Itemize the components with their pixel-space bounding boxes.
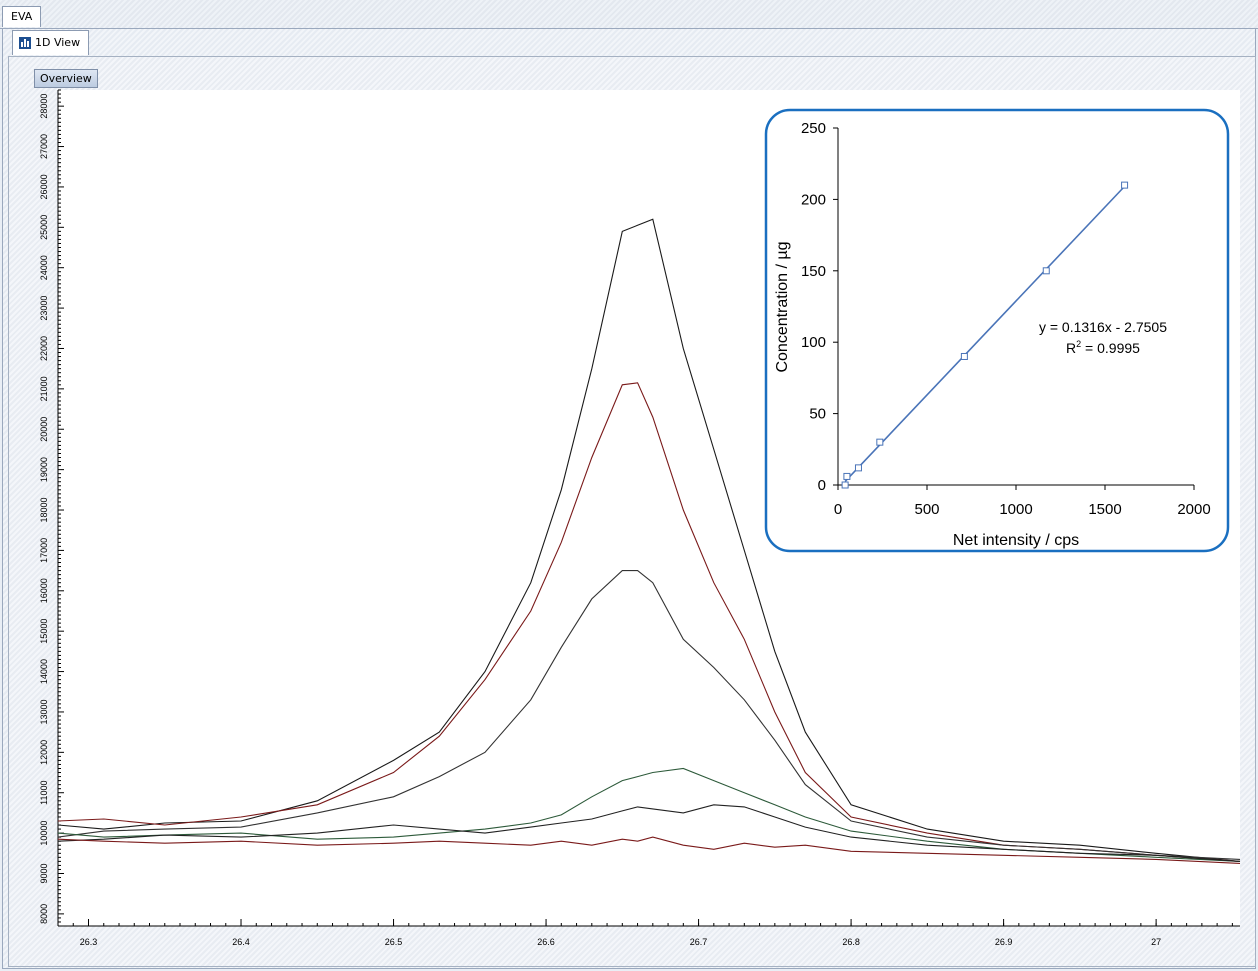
inset-y-tick-label: 200 <box>801 191 826 208</box>
y-tick-label: 18000 <box>39 498 49 523</box>
spectrum-trace <box>57 804 1241 862</box>
calibration-point <box>960 352 968 360</box>
inset-x-tick-label: 1000 <box>999 501 1032 518</box>
inset-x-tick-label: 500 <box>914 501 939 518</box>
chart-view-icon <box>19 37 31 49</box>
r-squared-label: R2 = 0.9995 <box>1066 339 1140 356</box>
tab-eva[interactable]: EVA <box>2 6 42 27</box>
y-tick-label: 19000 <box>39 457 49 482</box>
calibration-trendline <box>844 185 1126 482</box>
spectrum-trace <box>57 382 1241 862</box>
inset-y-tick-label: 50 <box>809 406 826 423</box>
y-tick-label: 27000 <box>39 134 49 159</box>
y-tick-label: 26000 <box>39 174 49 199</box>
x-tick-label: 26.9 <box>995 937 1013 947</box>
inset-y-tick-label: 0 <box>818 477 826 494</box>
y-tick-label: 11000 <box>39 781 49 805</box>
y-tick-label: 15000 <box>39 619 49 644</box>
trendline-equation: y = 0.1316x - 2.7505 <box>1039 319 1167 335</box>
y-tick-label: 28000 <box>39 94 49 119</box>
tab-1d-view[interactable]: 1D View <box>12 30 90 55</box>
y-tick-label: 16000 <box>39 578 49 603</box>
x-tick-label: 26.3 <box>80 937 98 947</box>
y-tick-label: 12000 <box>39 740 49 765</box>
y-tick-label: 25000 <box>39 215 49 240</box>
y-tick-label: 24000 <box>39 255 49 280</box>
y-tick-label: 14000 <box>39 659 49 684</box>
calibration-point <box>1121 181 1129 189</box>
inset-x-tick-label: 1500 <box>1088 501 1121 518</box>
y-tick-label: 21000 <box>39 376 49 401</box>
calibration-point <box>876 438 884 446</box>
x-tick-label: 26.5 <box>385 937 403 947</box>
inset-x-tick-label: 0 <box>834 501 842 518</box>
spectrum-trace <box>57 836 1241 864</box>
y-tick-label: 13000 <box>39 699 49 724</box>
y-tick-label: 20000 <box>39 417 49 442</box>
spectrum-trace <box>57 767 1241 862</box>
x-tick-label: 26.8 <box>842 937 860 947</box>
y-tick-label: 8000 <box>39 904 49 924</box>
inset-x-tick-label: 2000 <box>1177 501 1210 518</box>
inset-y-tick-label: 150 <box>801 263 826 280</box>
y-tick-label: 9000 <box>39 863 49 883</box>
inset-y-axis-label: Concentration / µg <box>774 241 791 372</box>
x-tick-label: 26.6 <box>537 937 555 947</box>
x-tick-label: 26.7 <box>690 937 708 947</box>
inset-x-axis-label: Net intensity / cps <box>953 532 1079 549</box>
calibration-point <box>1042 267 1050 275</box>
inset-y-tick-label: 250 <box>801 120 826 137</box>
y-tick-label: 22000 <box>39 336 49 361</box>
y-tick-label: 23000 <box>39 296 49 321</box>
x-tick-label: 26.4 <box>232 937 250 947</box>
calibration-point <box>854 464 862 472</box>
y-tick-label: 10000 <box>39 821 49 846</box>
inset-y-tick-label: 100 <box>801 334 826 351</box>
calibration-point <box>841 481 849 489</box>
overview-button[interactable]: Overview <box>34 69 98 88</box>
spectrum-trace <box>57 570 1241 860</box>
x-tick-label: 27 <box>1151 937 1161 947</box>
tab-1d-view-label: 1D View <box>35 36 81 49</box>
calibration-point <box>843 472 851 480</box>
spectrum-trace <box>57 218 1241 862</box>
y-tick-label: 17000 <box>39 538 49 563</box>
